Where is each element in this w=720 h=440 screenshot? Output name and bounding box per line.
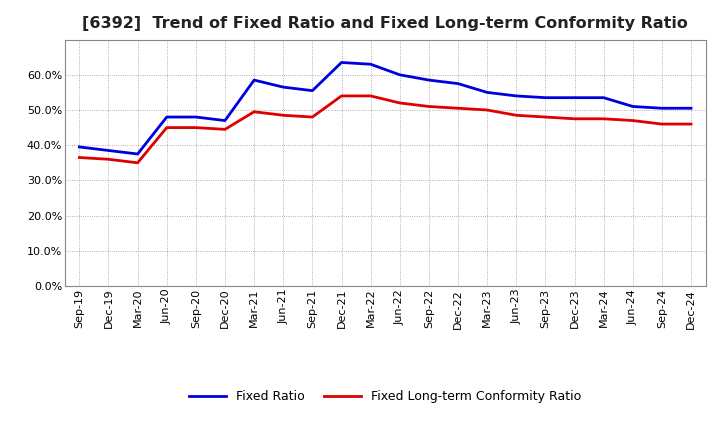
Fixed Ratio	[192, 114, 200, 120]
Fixed Long-term Conformity Ratio	[425, 104, 433, 109]
Fixed Ratio	[599, 95, 608, 100]
Fixed Long-term Conformity Ratio	[541, 114, 550, 120]
Fixed Ratio	[629, 104, 637, 109]
Fixed Ratio	[425, 77, 433, 83]
Fixed Long-term Conformity Ratio	[570, 116, 579, 121]
Fixed Ratio	[220, 118, 229, 123]
Fixed Ratio	[75, 144, 84, 150]
Fixed Ratio	[483, 90, 492, 95]
Fixed Ratio	[366, 62, 375, 67]
Fixed Long-term Conformity Ratio	[250, 109, 258, 114]
Fixed Long-term Conformity Ratio	[163, 125, 171, 130]
Fixed Long-term Conformity Ratio	[657, 121, 666, 127]
Fixed Long-term Conformity Ratio	[75, 155, 84, 160]
Fixed Long-term Conformity Ratio	[395, 100, 404, 106]
Fixed Long-term Conformity Ratio	[220, 127, 229, 132]
Fixed Ratio	[133, 151, 142, 157]
Fixed Long-term Conformity Ratio	[687, 121, 696, 127]
Fixed Ratio	[454, 81, 462, 86]
Fixed Long-term Conformity Ratio	[337, 93, 346, 99]
Fixed Ratio	[337, 60, 346, 65]
Fixed Ratio	[279, 84, 287, 90]
Fixed Long-term Conformity Ratio	[279, 113, 287, 118]
Fixed Long-term Conformity Ratio	[454, 106, 462, 111]
Fixed Long-term Conformity Ratio	[366, 93, 375, 99]
Fixed Long-term Conformity Ratio	[512, 113, 521, 118]
Fixed Ratio	[512, 93, 521, 99]
Fixed Ratio	[104, 148, 113, 153]
Fixed Ratio	[250, 77, 258, 83]
Fixed Long-term Conformity Ratio	[192, 125, 200, 130]
Title: [6392]  Trend of Fixed Ratio and Fixed Long-term Conformity Ratio: [6392] Trend of Fixed Ratio and Fixed Lo…	[82, 16, 688, 32]
Fixed Ratio	[308, 88, 317, 93]
Fixed Ratio	[657, 106, 666, 111]
Line: Fixed Long-term Conformity Ratio: Fixed Long-term Conformity Ratio	[79, 96, 691, 163]
Fixed Ratio	[395, 72, 404, 77]
Fixed Long-term Conformity Ratio	[599, 116, 608, 121]
Fixed Ratio	[687, 106, 696, 111]
Fixed Long-term Conformity Ratio	[483, 107, 492, 113]
Fixed Long-term Conformity Ratio	[308, 114, 317, 120]
Fixed Long-term Conformity Ratio	[133, 160, 142, 165]
Fixed Ratio	[163, 114, 171, 120]
Fixed Ratio	[570, 95, 579, 100]
Fixed Long-term Conformity Ratio	[104, 157, 113, 162]
Fixed Ratio	[541, 95, 550, 100]
Legend: Fixed Ratio, Fixed Long-term Conformity Ratio: Fixed Ratio, Fixed Long-term Conformity …	[184, 385, 587, 408]
Line: Fixed Ratio: Fixed Ratio	[79, 62, 691, 154]
Fixed Long-term Conformity Ratio	[629, 118, 637, 123]
